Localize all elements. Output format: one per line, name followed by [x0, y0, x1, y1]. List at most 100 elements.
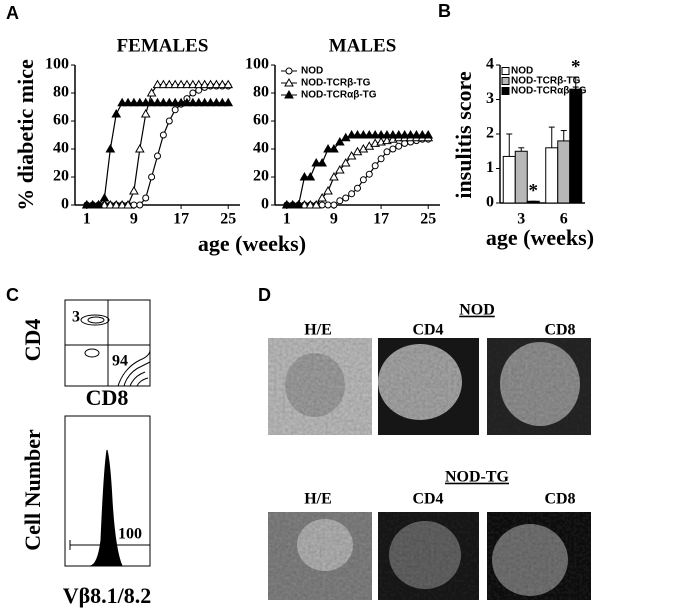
marker	[334, 164, 345, 174]
marker	[365, 170, 373, 178]
annotation: *	[529, 181, 539, 202]
chart-title: MALES	[329, 35, 397, 56]
marker	[140, 97, 151, 107]
y-tick-label: 4	[486, 56, 494, 73]
panel-label: D	[258, 285, 271, 305]
marker	[171, 106, 179, 114]
marker	[205, 79, 216, 89]
y-axis-label: % diabetic mice	[13, 59, 38, 211]
marker	[417, 129, 428, 139]
marker	[346, 129, 357, 139]
y-tick-label: 0	[486, 194, 494, 211]
marker	[293, 199, 304, 209]
y-tick-label: 2	[486, 125, 494, 142]
marker	[305, 199, 316, 209]
legend-label: NOD-TCRβ-TG	[301, 78, 371, 89]
marker	[134, 143, 145, 153]
marker	[105, 199, 116, 209]
marker	[305, 171, 316, 181]
marker	[329, 171, 339, 181]
marker	[148, 173, 156, 181]
marker	[134, 97, 145, 107]
marker	[199, 79, 210, 89]
y-tick-label: 40	[53, 140, 69, 157]
marker	[284, 89, 294, 99]
y-axis-label: insulitis score	[451, 71, 476, 199]
y-tick-label: 80	[253, 84, 269, 101]
marker	[123, 199, 133, 209]
marker	[205, 97, 216, 107]
marker	[389, 145, 397, 153]
marker	[158, 79, 169, 89]
marker	[187, 79, 198, 89]
marker	[189, 89, 197, 97]
bar	[514, 150, 528, 204]
marker	[211, 97, 222, 107]
marker	[370, 129, 381, 139]
legend-label: NOD-TCRαβ-TG	[301, 90, 377, 101]
marker	[193, 97, 204, 107]
y-tick-label: 0	[61, 196, 69, 213]
x-axis-label: Vβ8.1/8.2	[63, 583, 152, 608]
marker	[129, 97, 139, 107]
x-tick-label: 17	[173, 211, 189, 228]
marker	[199, 97, 210, 107]
y-tick-label: 0	[261, 196, 269, 213]
marker	[395, 142, 403, 150]
x-tick-label: 3	[517, 211, 525, 228]
marker	[411, 129, 422, 139]
marker	[324, 201, 332, 209]
x-tick-label: 1	[83, 211, 91, 228]
marker	[129, 185, 139, 195]
marker	[140, 108, 151, 118]
marker	[423, 129, 434, 139]
marker	[336, 197, 344, 205]
marker	[387, 129, 398, 139]
legend-label: NOD-TCRβ-TG	[511, 76, 581, 87]
marker	[187, 97, 198, 107]
y-tick-label: 80	[53, 84, 69, 101]
marker	[334, 136, 345, 146]
marker	[323, 185, 333, 195]
marker	[158, 97, 169, 107]
marker	[358, 129, 369, 139]
marker	[359, 176, 367, 184]
marker	[329, 143, 339, 153]
legend-label: NOD-TCRαβ-TG	[511, 86, 587, 97]
marker	[330, 201, 338, 209]
marker	[211, 79, 222, 89]
panel-label: C	[6, 285, 19, 305]
marker	[352, 129, 363, 139]
marker	[146, 87, 157, 97]
legend-label: NOD	[301, 66, 323, 77]
marker	[342, 194, 350, 202]
bar	[545, 147, 559, 204]
marker	[193, 79, 204, 89]
marker	[217, 79, 228, 89]
marker	[164, 97, 175, 107]
y-axis-label: CD4	[20, 319, 45, 362]
y-axis-label: Cell Number	[20, 429, 45, 551]
chart-title: FEMALES	[117, 35, 209, 56]
quadrant-label: 3	[72, 309, 80, 326]
marker	[142, 194, 150, 202]
marker	[176, 97, 186, 107]
marker	[99, 192, 110, 202]
column-label: H/E	[304, 491, 332, 508]
marker	[117, 199, 128, 209]
marker	[399, 129, 410, 139]
contour-plot	[64, 299, 151, 387]
marker	[217, 97, 228, 107]
marker	[111, 108, 122, 118]
marker	[182, 79, 192, 89]
marker	[323, 143, 333, 153]
marker	[159, 131, 167, 139]
marker	[81, 199, 92, 209]
y-tick-label: 60	[53, 112, 69, 129]
marker	[123, 97, 133, 107]
x-axis-label: age (weeks)	[486, 225, 594, 250]
marker	[154, 152, 161, 160]
y-tick-label: 100	[45, 56, 69, 73]
marker	[382, 129, 392, 139]
x-tick-label: 25	[420, 211, 436, 228]
